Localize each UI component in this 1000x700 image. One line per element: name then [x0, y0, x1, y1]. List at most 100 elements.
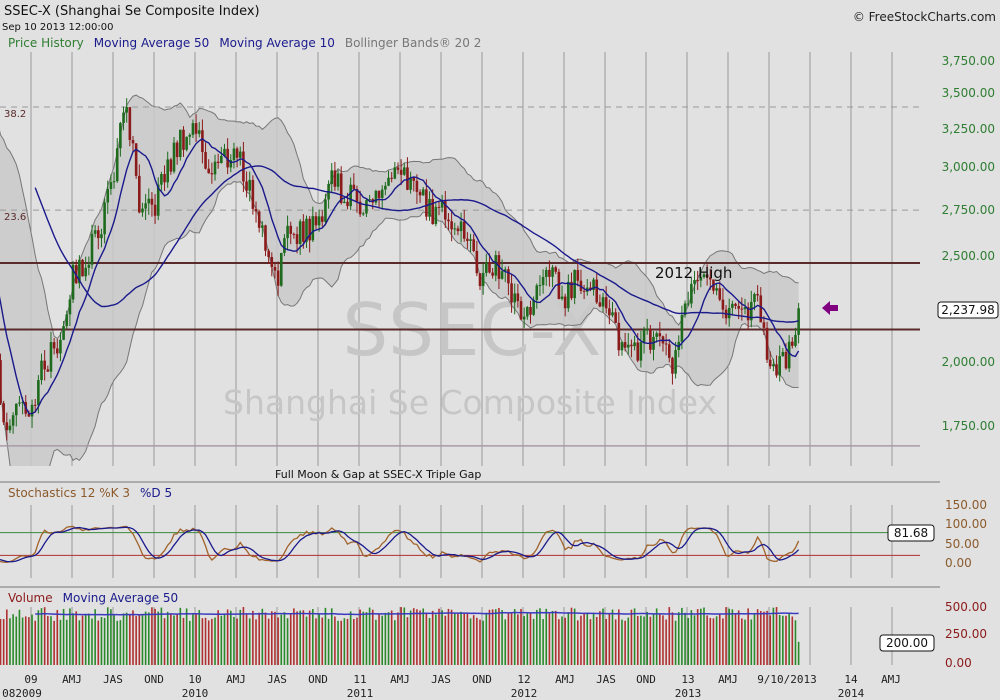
- candle-body: [456, 228, 460, 232]
- last-price-box: [937, 301, 999, 319]
- volume-bar: [652, 614, 655, 665]
- volume-bar: [201, 618, 204, 665]
- volume-bar: [431, 610, 434, 665]
- volume-bar: [545, 608, 548, 665]
- x-tick-label: OND: [636, 673, 656, 686]
- volume-bar: [466, 613, 469, 665]
- price-tick: 3,500.00: [942, 86, 995, 100]
- candle-body: [535, 285, 539, 301]
- candle-body: [43, 360, 46, 370]
- volume-bar: [447, 608, 450, 665]
- legend-ma50[interactable]: Moving Average 50: [94, 36, 210, 50]
- volume-label[interactable]: Volume: [8, 591, 53, 605]
- x-tick-label: 11: [353, 673, 366, 686]
- volume-bar: [113, 615, 115, 665]
- candle-body: [147, 198, 151, 204]
- candle-body: [115, 148, 119, 182]
- candle-body: [235, 148, 239, 158]
- current-price-arrow-icon: [822, 301, 838, 315]
- candle-body: [138, 175, 141, 213]
- volume-bar: [9, 618, 11, 665]
- candle-body: [649, 329, 652, 350]
- volume-bar: [397, 612, 399, 665]
- volume-bar: [444, 615, 447, 665]
- candle-body: [762, 322, 766, 328]
- volume-bar: [147, 612, 150, 665]
- legend-ma10[interactable]: Moving Average 10: [219, 36, 335, 50]
- candle-body: [68, 299, 72, 315]
- volume-bar: [677, 612, 680, 665]
- candle-body: [46, 369, 50, 372]
- candle-body: [462, 221, 466, 239]
- volume-bar: [110, 609, 112, 665]
- volume-bar: [220, 615, 223, 665]
- candle-body: [112, 181, 116, 183]
- volume-bar: [390, 610, 393, 665]
- x-tick-label: AMJ: [881, 673, 901, 686]
- volume-bar: [324, 607, 327, 665]
- volume-bar: [706, 615, 708, 665]
- candle-body: [96, 230, 100, 239]
- grid: [30, 52, 893, 665]
- price-tick: 3,000.00: [942, 160, 995, 174]
- candle-body: [242, 151, 245, 182]
- candle-body: [33, 404, 37, 406]
- stochastics-label[interactable]: Stochastics 12 %K 3: [8, 486, 130, 500]
- volume-bar: [763, 611, 765, 665]
- volume-bar: [441, 610, 443, 665]
- candle-body: [421, 189, 425, 196]
- candle-body: [128, 107, 132, 141]
- volume-bar: [504, 619, 507, 665]
- annotation-2012-high[interactable]: 2012 High: [655, 264, 732, 282]
- volume-bar: [267, 618, 270, 665]
- x-year-label: 2014: [838, 687, 865, 700]
- candle-body: [532, 300, 535, 315]
- volume-bar: [188, 620, 191, 665]
- legend-bollinger[interactable]: Bollinger Bands® 20 2: [345, 36, 482, 50]
- annotation-bottom-note[interactable]: Full Moon & Gap at SSEC-X Triple Gap: [275, 468, 481, 481]
- stochastics-d-label[interactable]: %D 5: [140, 486, 172, 500]
- volume-tick: 500.00: [945, 600, 987, 614]
- volume-ma-label[interactable]: Moving Average 50: [63, 591, 179, 605]
- candle-body: [90, 233, 94, 265]
- volume-bar: [371, 609, 374, 665]
- candle-body: [201, 130, 204, 152]
- volume-panel[interactable]: [0, 607, 800, 665]
- candle-body: [731, 303, 734, 308]
- candle-body: [122, 112, 125, 123]
- volume-bar: [362, 611, 365, 665]
- legend-price-history[interactable]: Price History: [8, 36, 84, 50]
- candle-body: [204, 151, 207, 169]
- candle-body: [223, 148, 226, 157]
- volume-bar: [693, 615, 696, 665]
- volume-bar: [6, 609, 8, 665]
- volume-bar: [182, 617, 185, 665]
- stochastics-panel[interactable]: [0, 525, 920, 563]
- volume-bar: [394, 620, 396, 665]
- volume-bar: [353, 618, 355, 665]
- volume-bar: [570, 607, 573, 665]
- price-panel[interactable]: [0, 0, 920, 513]
- volume-bar: [122, 613, 125, 665]
- candle-body: [185, 136, 188, 150]
- volume-bar: [217, 610, 219, 665]
- volume-bar: [520, 608, 522, 665]
- candle-body: [14, 403, 18, 416]
- candle-body: [626, 344, 630, 348]
- price-tick: 2,750.00: [942, 203, 995, 217]
- volume-bar: [12, 614, 14, 665]
- volume-bar: [485, 613, 488, 665]
- price-tick: 2,500.00: [942, 249, 995, 263]
- candle-body: [283, 238, 286, 253]
- volume-bar: [154, 608, 156, 665]
- volume-bar: [671, 612, 674, 665]
- volume-bar: [450, 609, 453, 665]
- volume-tick: 250.00: [945, 627, 987, 641]
- bollinger-upper: [0, 94, 799, 340]
- copyright-link[interactable]: © FreeStockCharts.com: [853, 10, 996, 24]
- candle-body: [254, 208, 258, 212]
- x-tick-label: AMJ: [62, 673, 82, 686]
- candle-body: [5, 422, 9, 431]
- candle-body: [131, 140, 135, 144]
